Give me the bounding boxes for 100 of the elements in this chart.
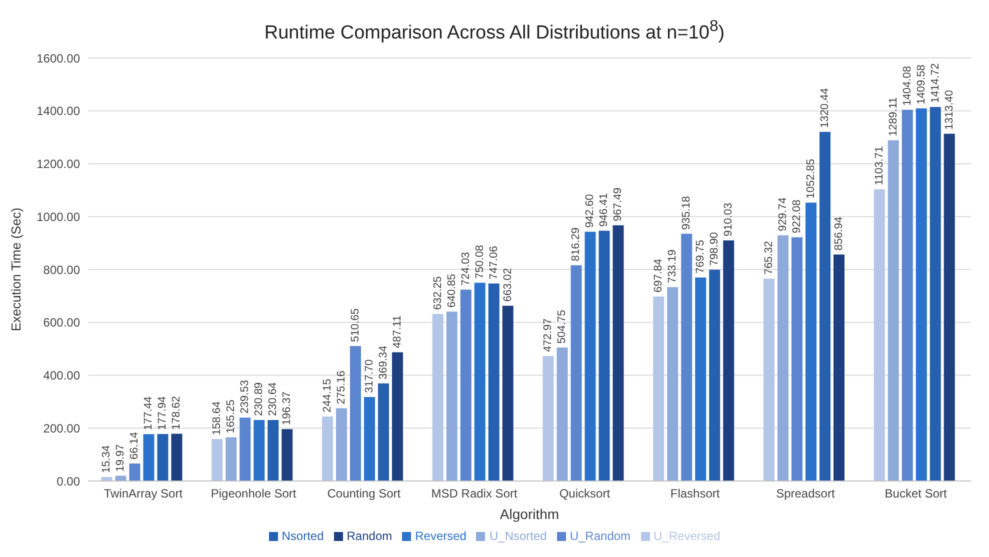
data-label: 922.08 [790, 200, 803, 234]
data-label: 946.41 [598, 193, 610, 227]
data-label: 15.34 [100, 445, 113, 473]
bar [157, 434, 168, 481]
bar [653, 296, 664, 481]
data-label: 230.64 [267, 382, 280, 416]
bar [612, 225, 624, 481]
data-label: 942.60 [584, 194, 596, 228]
legend-label: Reversed [415, 529, 466, 543]
bar [171, 434, 182, 481]
x-tick-label: Quicksort [559, 486, 611, 501]
data-label: 1414.72 [929, 63, 942, 103]
data-label: 724.03 [460, 252, 472, 286]
bar [944, 134, 955, 481]
bar [874, 189, 885, 481]
bar [488, 283, 500, 481]
x-tick-label: TwinArray Sort [104, 486, 184, 501]
legend-label: U_Reversed [654, 529, 720, 543]
x-tick-label: Counting Sort [327, 486, 402, 501]
data-label: 798.90 [708, 232, 721, 266]
data-label: 1313.40 [943, 90, 956, 130]
bar [392, 352, 403, 481]
bar [777, 235, 788, 481]
bar [902, 110, 913, 481]
data-label: 697.84 [652, 258, 665, 293]
bar [378, 383, 389, 481]
data-label: 816.29 [570, 228, 582, 262]
data-label: 967.49 [612, 188, 624, 222]
data-label: 632.25 [432, 276, 444, 310]
legend-label: Random [346, 529, 392, 543]
data-label: 750.08 [474, 245, 486, 279]
bar [723, 240, 734, 481]
y-tick-label: 1000.00 [36, 210, 80, 224]
data-label: 935.18 [680, 196, 693, 230]
data-label: 504.75 [556, 310, 568, 344]
data-label: 244.15 [321, 378, 334, 412]
data-label: 510.65 [349, 308, 362, 342]
data-label: 487.11 [391, 315, 404, 348]
data-label: 856.94 [832, 216, 845, 250]
data-label: 1320.44 [818, 88, 831, 128]
x-axis-title: Algorithm [500, 506, 560, 522]
data-label: 769.75 [694, 240, 707, 274]
data-label: 1409.58 [915, 64, 928, 104]
bar [888, 140, 899, 481]
bar [460, 290, 472, 481]
bar [598, 230, 610, 481]
data-label: 1052.85 [804, 158, 817, 199]
y-tick-label: 0.00 [56, 474, 80, 488]
x-tick-label: Flashsort [670, 486, 720, 501]
legend-label: U_Random [570, 529, 631, 543]
bar [226, 437, 237, 481]
bar [502, 306, 514, 481]
bar [432, 314, 444, 481]
data-label: 733.19 [666, 250, 679, 284]
y-tick-label: 1200.00 [36, 157, 80, 172]
x-tick-label: MSD Radix Sort [431, 486, 518, 501]
y-tick-label: 1400.00 [36, 104, 80, 118]
data-label: 239.53 [239, 380, 252, 414]
data-label: 640.85 [446, 274, 458, 308]
bar [542, 356, 554, 481]
data-label: 230.89 [253, 382, 266, 416]
data-label: 178.62 [170, 396, 183, 430]
bar [570, 265, 582, 481]
bar [240, 418, 251, 481]
bar [709, 270, 720, 481]
bar [695, 277, 706, 481]
bar [364, 397, 375, 481]
data-label: 747.06 [488, 246, 500, 280]
bar [916, 108, 927, 481]
bar [143, 434, 154, 481]
bar [254, 420, 265, 481]
bar [322, 416, 333, 481]
data-label: 910.03 [722, 202, 735, 236]
y-tick-label: 200.00 [43, 421, 80, 436]
bar [129, 464, 140, 481]
data-label: 472.97 [542, 318, 554, 352]
data-label: 1103.71 [873, 146, 886, 186]
data-label: 1289.11 [887, 97, 900, 136]
bar [282, 429, 293, 481]
bar [115, 476, 126, 481]
bar [681, 234, 692, 481]
data-label: 1404.08 [901, 66, 914, 106]
x-tick-label: Spreadsort [776, 486, 836, 501]
data-label: 929.74 [776, 198, 789, 232]
data-label: 165.25 [225, 400, 238, 434]
bar [446, 312, 458, 481]
y-axis-title: Execution Time (Sec) [8, 208, 24, 332]
bar [556, 348, 568, 481]
bar [805, 202, 816, 481]
bar [833, 254, 844, 481]
bar [336, 408, 347, 481]
bar [212, 439, 223, 481]
bar [474, 282, 486, 481]
x-tick-label: Bucket Sort [884, 486, 948, 501]
y-tick-label: 400.00 [43, 368, 80, 383]
bar [350, 346, 361, 481]
bar [791, 237, 802, 481]
x-tick-label: Pigeonhole Sort [210, 486, 297, 501]
bar [268, 420, 279, 481]
data-label: 275.16 [335, 370, 348, 404]
